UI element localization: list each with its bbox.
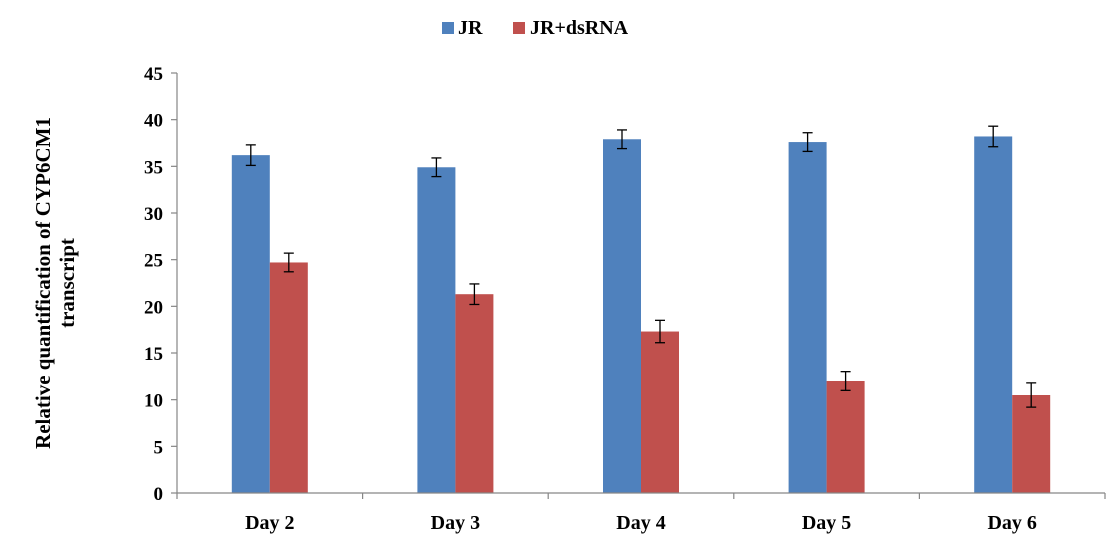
y-tick-label: 0 <box>154 484 164 505</box>
bar-jr-day-6 <box>974 136 1013 493</box>
y-tick-label: 10 <box>144 391 163 412</box>
y-tick-label: 35 <box>144 157 163 178</box>
x-category-label: Day 6 <box>987 512 1036 534</box>
y-tick-label: 20 <box>144 297 163 318</box>
y-axis-title-line1: Relative quantification of CYP6CM1 <box>31 117 55 449</box>
bar-jr-dsrna-day-6 <box>1012 395 1051 493</box>
y-tick-label: 45 <box>144 64 163 85</box>
y-tick-label: 5 <box>154 437 164 458</box>
bar-jr-dsrna-day-4 <box>641 331 679 493</box>
y-tick-label: 25 <box>144 251 163 272</box>
bar-jr-dsrna-day-2 <box>269 262 308 493</box>
y-tick-label: 30 <box>144 204 163 225</box>
legend-swatch-jr-dsrna <box>513 22 525 34</box>
legend: JR JR+dsRNA <box>442 17 629 39</box>
x-axis: Day 2 Day 3 Day 4 Day 5 Day 6 <box>176 492 1106 534</box>
y-axis-title-line2: transcript <box>55 238 79 328</box>
legend-label-jr: JR <box>458 17 483 39</box>
bar-jr-day-3 <box>417 167 456 493</box>
bar-jr-day-4 <box>603 139 641 493</box>
x-category-label: Day 2 <box>245 512 294 534</box>
legend-label-jr-dsrna: JR+dsRNA <box>530 17 629 39</box>
legend-swatch-jr <box>442 22 454 34</box>
y-axis: 0 5 10 15 20 25 30 35 40 45 <box>144 64 178 505</box>
bar-jr-day-2 <box>231 155 270 493</box>
y-axis-title: Relative quantification of CYP6CM1 trans… <box>31 117 79 449</box>
bar-jr-dsrna-day-3 <box>455 294 494 493</box>
plot-area <box>231 125 1051 494</box>
y-tick-label: 15 <box>144 344 163 365</box>
x-category-label: Day 5 <box>802 512 851 534</box>
x-category-label: Day 4 <box>616 512 665 534</box>
y-tick-label: 40 <box>144 111 163 132</box>
x-category-label: Day 3 <box>431 512 480 534</box>
bar-jr-day-5 <box>788 142 827 494</box>
bar-jr-dsrna-day-5 <box>826 381 865 493</box>
